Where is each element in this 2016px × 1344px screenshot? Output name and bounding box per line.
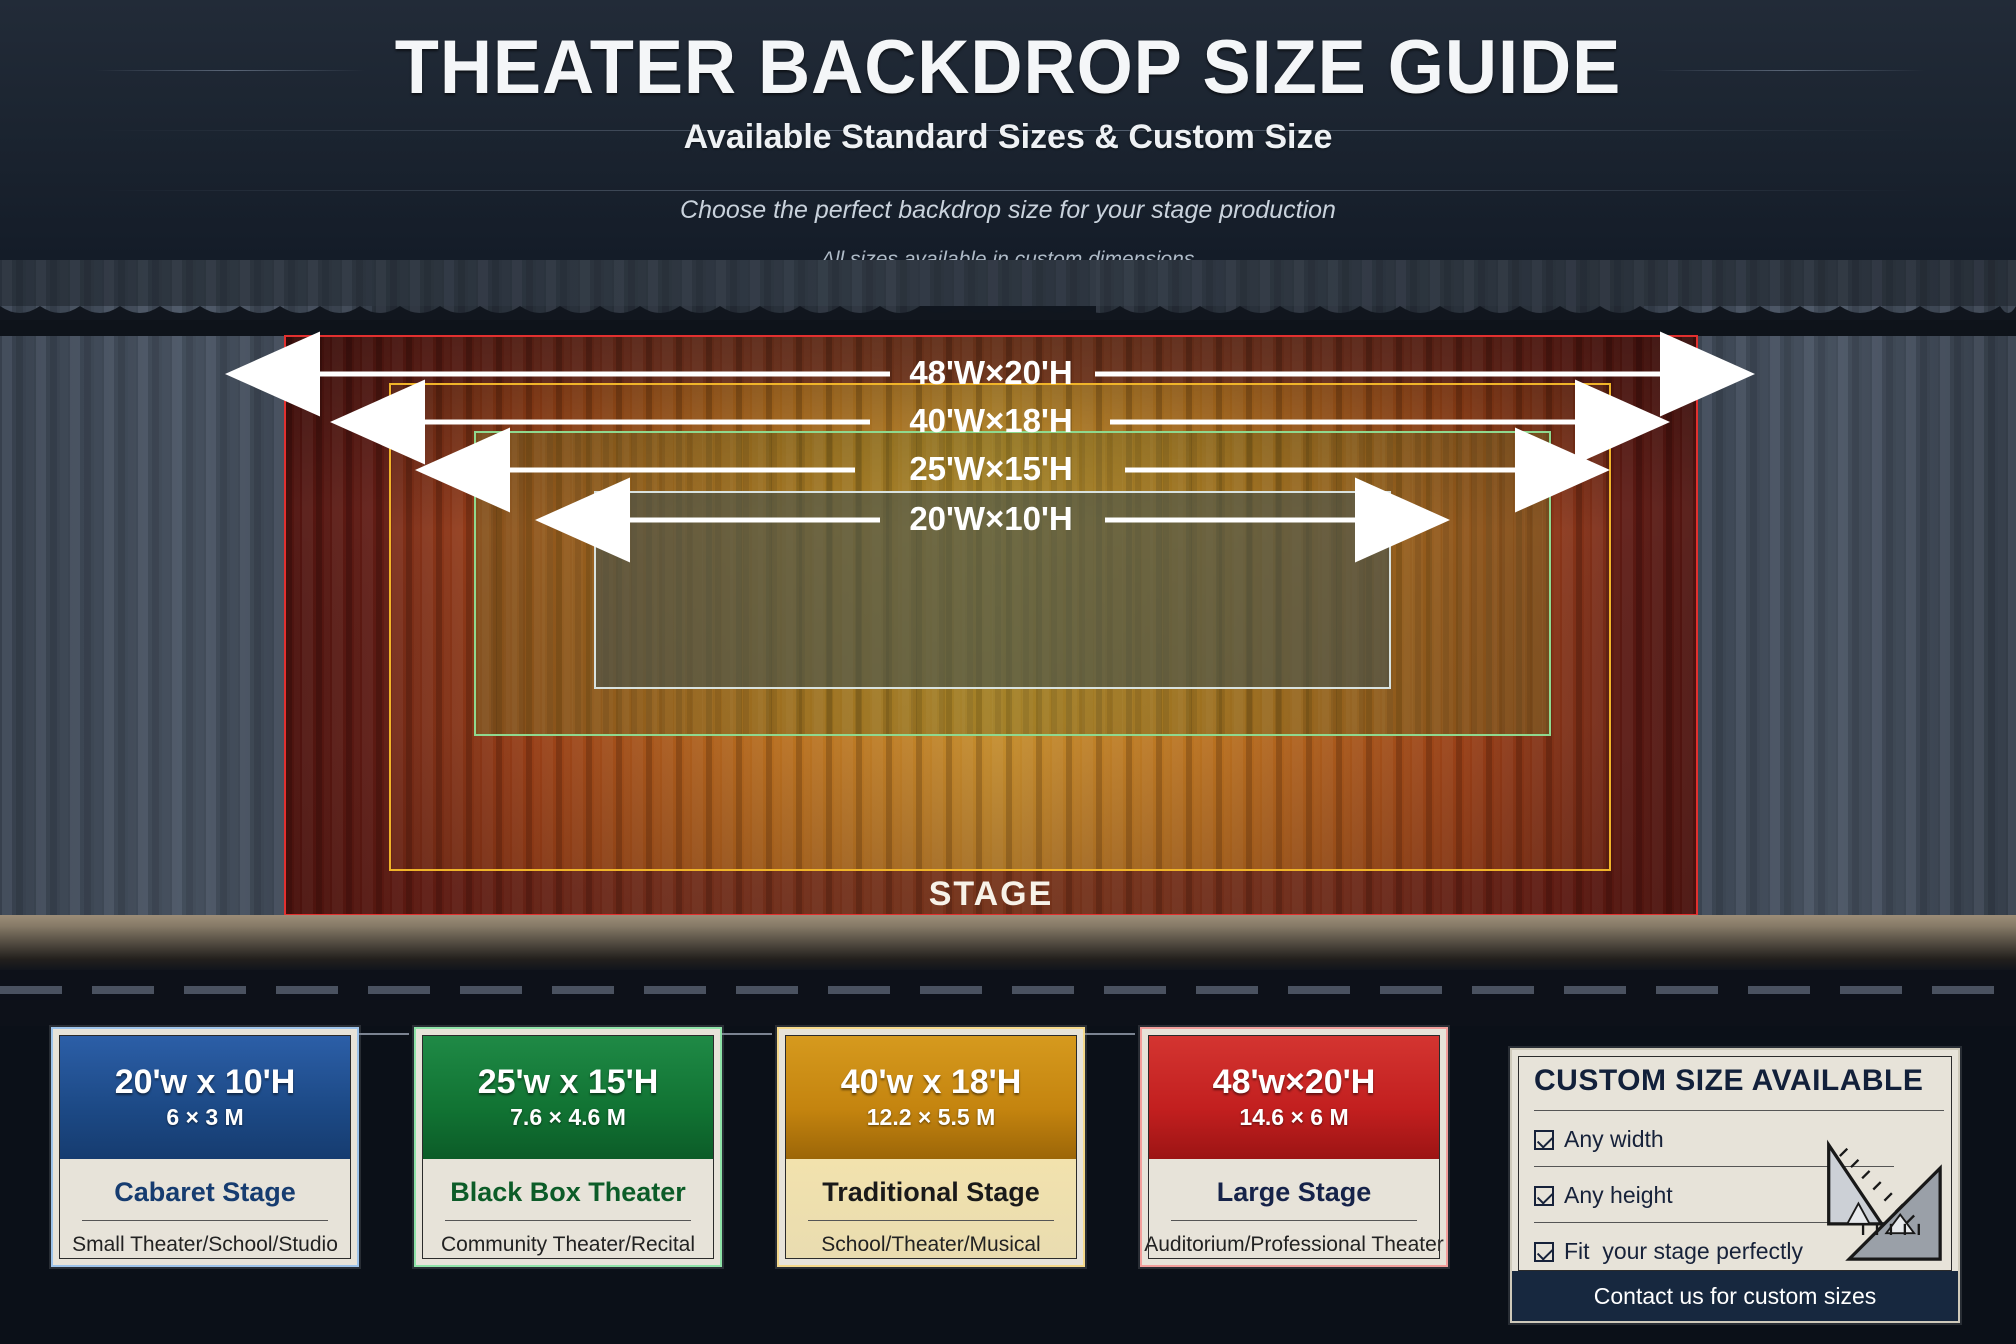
svg-text:48'W×20'H: 48'W×20'H (909, 354, 1072, 391)
svg-text:20'W×10'H: 20'W×10'H (909, 500, 1072, 537)
svg-text:40'W×18'H: 40'W×18'H (909, 402, 1072, 439)
svg-text:25'W×15'H: 25'W×15'H (909, 450, 1072, 487)
svg-text:STAGE: STAGE (929, 875, 1054, 913)
